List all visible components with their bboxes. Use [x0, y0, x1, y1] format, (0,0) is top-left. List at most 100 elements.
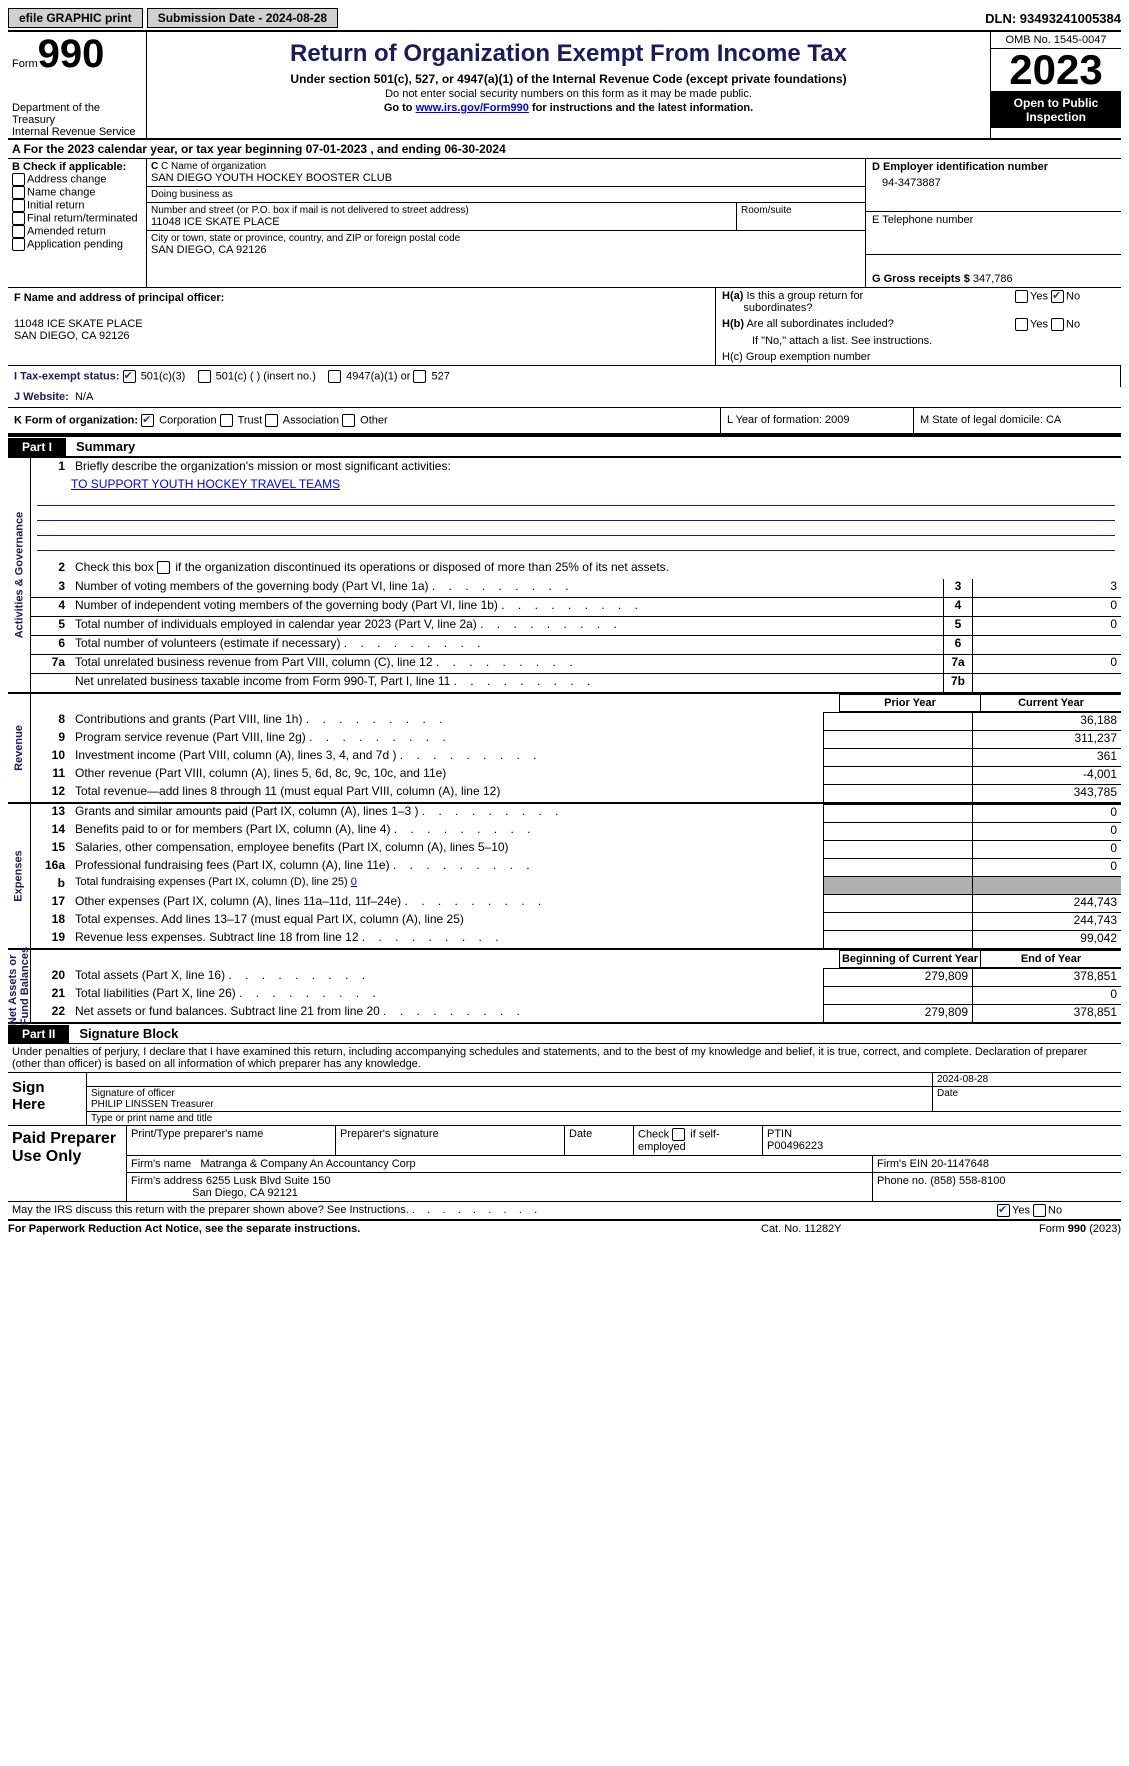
- i-o4: 527: [431, 370, 449, 382]
- l13p: [823, 804, 972, 822]
- discuss-row: May the IRS discuss this return with the…: [8, 1202, 1121, 1221]
- l11c: -4,001: [972, 766, 1121, 784]
- v7a: 0: [973, 655, 1121, 673]
- row-j: J Website: N/A: [8, 387, 1121, 408]
- form-subtitle: Under section 501(c), 527, or 4947(a)(1)…: [155, 72, 982, 86]
- l18c: 244,743: [972, 912, 1121, 930]
- l22p: 279,809: [823, 1004, 972, 1022]
- part2-title: Signature Block: [69, 1024, 188, 1043]
- expenses-section: Expenses 13Grants and similar amounts pa…: [8, 802, 1121, 948]
- tax-year: 2023: [991, 49, 1121, 92]
- l19p: [823, 930, 972, 948]
- l10c: 361: [972, 748, 1121, 766]
- rule: [37, 521, 1115, 536]
- l16b-val[interactable]: 0: [351, 876, 357, 888]
- chk-self[interactable]: [672, 1128, 685, 1141]
- gross-receipts: 347,786: [973, 273, 1013, 285]
- chk-4947[interactable]: [328, 370, 341, 383]
- l16a: Professional fundraising fees (Part IX, …: [71, 858, 823, 876]
- chk-final[interactable]: [12, 212, 25, 225]
- preparer-row: Paid Preparer Use Only Print/Type prepar…: [8, 1126, 1121, 1202]
- col-current: Current Year: [980, 694, 1121, 712]
- l21c: 0: [972, 986, 1121, 1004]
- side-revenue: Revenue: [13, 725, 25, 771]
- efile-button[interactable]: efile GRAPHIC print: [8, 8, 143, 28]
- name-label: Type or print name and title: [86, 1112, 1121, 1125]
- form990-link[interactable]: www.irs.gov/Form990: [416, 102, 529, 114]
- firm-ein-label: Firm's EIN: [877, 1158, 928, 1170]
- addr-label: Firm's address: [131, 1175, 203, 1187]
- j-label: J Website:: [14, 391, 69, 403]
- row-k: K Form of organization: Corporation Trus…: [8, 408, 1121, 435]
- form-number: 990: [38, 32, 105, 76]
- officer: PHILIP LINSSEN Treasurer: [91, 1099, 214, 1110]
- chk-initial[interactable]: [12, 199, 25, 212]
- l20: Total assets (Part X, line 16): [71, 968, 823, 986]
- i-o3: 4947(a)(1) or: [346, 370, 410, 382]
- street-label: Number and street (or P.O. box if mail i…: [151, 205, 732, 216]
- ha-yes[interactable]: [1015, 290, 1028, 303]
- l10p: [823, 748, 972, 766]
- chk-other[interactable]: [342, 414, 355, 427]
- row-a: A For the 2023 calendar year, or tax yea…: [8, 140, 1121, 159]
- street: 11048 ICE SKATE PLACE: [151, 216, 732, 228]
- prep-h1: Print/Type preparer's name: [126, 1126, 335, 1155]
- l7b: Net unrelated business taxable income fr…: [71, 674, 943, 692]
- c-name-label: C Name of organization: [161, 161, 266, 172]
- discuss-yes[interactable]: [997, 1204, 1010, 1217]
- chk-corp[interactable]: [141, 414, 154, 427]
- sign-here-row: Sign Here 2024-08-28 Signature of office…: [8, 1073, 1121, 1126]
- i-o2: 501(c) ( ) (insert no.): [216, 370, 316, 382]
- ptin-label: PTIN: [767, 1128, 792, 1140]
- hb-yes[interactable]: [1015, 318, 1028, 331]
- activities-governance: Activities & Governance 1Briefly describ…: [8, 457, 1121, 692]
- gross-label: G Gross receipts $: [872, 273, 970, 285]
- chk-501c[interactable]: [198, 370, 211, 383]
- room-label: Room/suite: [741, 205, 861, 216]
- part1-header: Part I Summary: [8, 435, 1121, 457]
- top-bar: efile GRAPHIC print Submission Date - 20…: [8, 8, 1121, 32]
- l9p: [823, 730, 972, 748]
- firm-ein: 20-1147648: [931, 1158, 989, 1170]
- chk-assoc[interactable]: [265, 414, 278, 427]
- hb-no[interactable]: [1051, 318, 1064, 331]
- ha-no[interactable]: [1051, 290, 1064, 303]
- l5: Total number of individuals employed in …: [71, 617, 943, 635]
- opt-pending: Application pending: [27, 238, 123, 250]
- chk-pending[interactable]: [12, 238, 25, 251]
- chk-amended[interactable]: [12, 225, 25, 238]
- paid-preparer: Paid Preparer Use Only: [8, 1126, 126, 1201]
- l9c: 311,237: [972, 730, 1121, 748]
- paperwork-notice: For Paperwork Reduction Act Notice, see …: [8, 1223, 761, 1235]
- f-label: F Name and address of principal officer:: [14, 292, 224, 304]
- rule: [37, 536, 1115, 551]
- l17c: 244,743: [972, 894, 1121, 912]
- v3: 3: [973, 579, 1121, 597]
- l13c: 0: [972, 804, 1121, 822]
- footer: For Paperwork Reduction Act Notice, see …: [8, 1221, 1121, 1235]
- l18: Total expenses. Add lines 13–17 (must eq…: [71, 912, 823, 930]
- part2-tag: Part II: [8, 1025, 69, 1043]
- net-assets-section: Net Assets orFund Balances Beginning of …: [8, 948, 1121, 1022]
- l20c: 378,851: [972, 968, 1121, 986]
- chk-l2[interactable]: [157, 561, 170, 574]
- year-formation: L Year of formation: 2009: [720, 408, 913, 433]
- chk-address[interactable]: [12, 173, 25, 186]
- v6: [973, 636, 1121, 654]
- l11: Other revenue (Part VIII, column (A), li…: [71, 766, 823, 784]
- org-name: SAN DIEGO YOUTH HOCKEY BOOSTER CLUB: [151, 172, 861, 184]
- opt-final: Final return/terminated: [27, 212, 138, 224]
- l13: Grants and similar amounts paid (Part IX…: [71, 804, 823, 822]
- side-net: Net Assets orFund Balances: [7, 947, 31, 1025]
- discuss-no[interactable]: [1033, 1204, 1046, 1217]
- mission[interactable]: TO SUPPORT YOUTH HOCKEY TRAVEL TEAMS: [71, 477, 340, 491]
- l17p: [823, 894, 972, 912]
- chk-name[interactable]: [12, 186, 25, 199]
- col-prior: Prior Year: [839, 694, 980, 712]
- l4: Number of independent voting members of …: [71, 598, 943, 616]
- col-eoy: End of Year: [980, 950, 1121, 968]
- dln: DLN: 93493241005384: [985, 11, 1121, 26]
- chk-501c3[interactable]: [123, 370, 136, 383]
- chk-trust[interactable]: [220, 414, 233, 427]
- chk-527[interactable]: [413, 370, 426, 383]
